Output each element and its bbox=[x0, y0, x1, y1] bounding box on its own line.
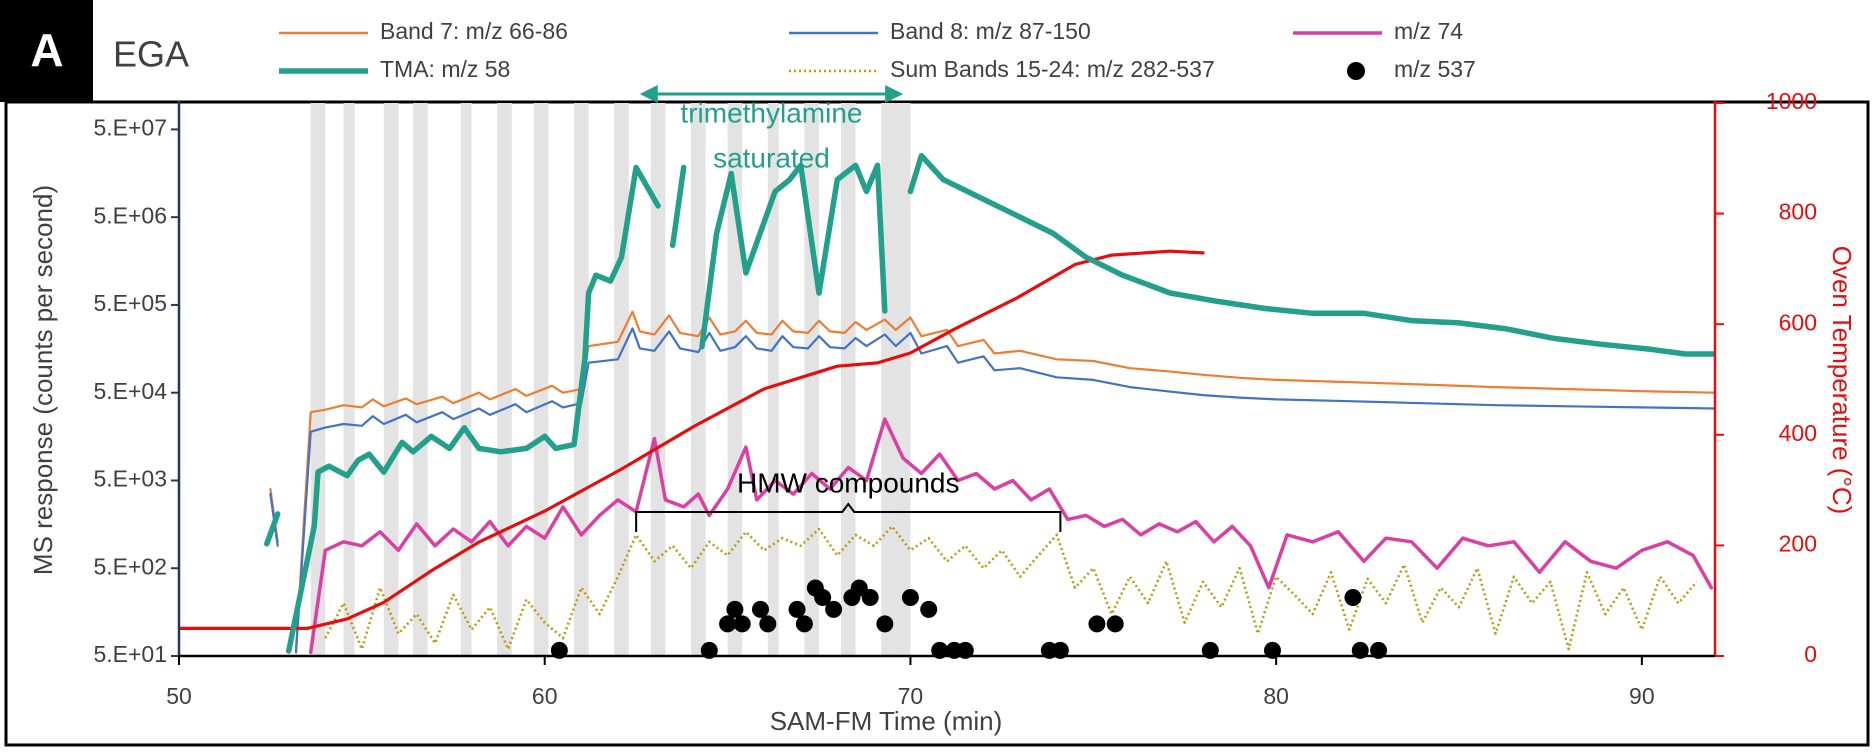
annotation-bracket bbox=[635, 502, 1062, 532]
annotation-text: HMW compounds bbox=[737, 467, 960, 498]
scatter-point bbox=[920, 600, 938, 618]
shaded-region bbox=[343, 103, 355, 656]
scatter-point bbox=[814, 589, 832, 607]
y2-axis-label: Oven Temperature (°C) bbox=[1827, 246, 1857, 515]
scatter-point bbox=[825, 600, 843, 618]
legend-label: Band 8: m/z 87-150 bbox=[890, 18, 1091, 44]
shaded-region bbox=[497, 103, 512, 656]
y-tick-label: 5.E+07 bbox=[93, 114, 167, 140]
series-line bbox=[269, 327, 1715, 654]
scatter-point bbox=[788, 600, 806, 618]
y-tick-label: 5.E+03 bbox=[93, 466, 167, 492]
scatter-point bbox=[719, 615, 737, 633]
panel-label-box bbox=[0, 0, 93, 102]
x-tick-label: 80 bbox=[1263, 683, 1289, 709]
shaded-region bbox=[804, 103, 819, 656]
arrow-head bbox=[639, 85, 658, 103]
series-line bbox=[269, 310, 1715, 651]
scatter-point bbox=[733, 615, 751, 633]
legend-marker bbox=[1347, 62, 1365, 80]
scatter-point bbox=[1344, 589, 1362, 607]
panel-frame bbox=[4, 100, 1870, 747]
legend-label: m/z 537 bbox=[1394, 56, 1476, 82]
arrow-head bbox=[885, 85, 904, 103]
scatter-point bbox=[759, 615, 777, 633]
scatter-point bbox=[700, 641, 718, 659]
scatter-point bbox=[901, 589, 919, 607]
shaded-region bbox=[881, 103, 896, 656]
shaded-region bbox=[460, 103, 472, 656]
shaded-region bbox=[840, 103, 856, 656]
shaded-region bbox=[650, 103, 666, 656]
x-tick-label: 60 bbox=[532, 683, 558, 709]
scatter-point bbox=[795, 615, 813, 633]
scatter-point bbox=[956, 641, 974, 659]
annotation-text: trimethylamine bbox=[680, 97, 862, 128]
chart-title: EGA bbox=[113, 34, 189, 75]
y-tick-label: 5.E+02 bbox=[93, 553, 167, 579]
shaded-region bbox=[691, 103, 706, 656]
scatter-point bbox=[1051, 641, 1069, 659]
y2-tick-label: 600 bbox=[1779, 309, 1817, 335]
annotation-text: saturated bbox=[713, 142, 830, 173]
x-tick-label: 50 bbox=[166, 683, 192, 709]
x-axis-label: SAM-FM Time (min) bbox=[770, 706, 1003, 736]
shaded-region bbox=[895, 103, 911, 656]
scatter-point bbox=[931, 641, 949, 659]
y2-tick-label: 800 bbox=[1779, 199, 1817, 225]
scatter-point bbox=[1351, 641, 1369, 659]
y-tick-label: 5.E+06 bbox=[93, 202, 167, 228]
y2-tick-label: 200 bbox=[1779, 530, 1817, 556]
plot-area bbox=[179, 103, 1715, 659]
y2-tick-label: 1000 bbox=[1766, 88, 1817, 114]
shaded-region bbox=[767, 103, 779, 656]
scatter-point bbox=[1263, 641, 1281, 659]
shaded-region bbox=[383, 103, 399, 656]
scatter-point bbox=[1106, 615, 1124, 633]
legend-label: m/z 74 bbox=[1394, 18, 1463, 44]
y2-tick-label: 400 bbox=[1779, 420, 1817, 446]
y-tick-label: 5.E+05 bbox=[93, 290, 167, 316]
scatter-point bbox=[1201, 641, 1219, 659]
x-tick-label: 70 bbox=[898, 683, 924, 709]
scatter-point bbox=[1088, 615, 1106, 633]
scatter-point bbox=[861, 589, 879, 607]
legend-label: Band 7: m/z 66-86 bbox=[380, 18, 568, 44]
scatter-point bbox=[1370, 641, 1388, 659]
legend-label: TMA: m/z 58 bbox=[380, 56, 510, 82]
scatter-point bbox=[550, 641, 568, 659]
y2-tick-label: 0 bbox=[1804, 641, 1817, 667]
shaded-region bbox=[533, 103, 549, 656]
scatter-point bbox=[876, 615, 894, 633]
scatter-point bbox=[726, 600, 744, 618]
y-tick-label: 5.E+01 bbox=[93, 641, 167, 667]
y-axis-label: MS response (counts per second) bbox=[28, 185, 58, 575]
y-tick-label: 5.E+04 bbox=[93, 378, 167, 404]
shaded-region bbox=[413, 103, 428, 656]
legend-label: Sum Bands 15-24: m/z 282-537 bbox=[890, 56, 1215, 82]
scatter-point bbox=[850, 579, 868, 597]
x-tick-label: 90 bbox=[1629, 683, 1655, 709]
series-line bbox=[308, 417, 1714, 655]
series-line bbox=[179, 249, 1205, 630]
panel-label: A bbox=[30, 24, 63, 76]
series-line bbox=[264, 152, 1715, 654]
scatter-point bbox=[751, 600, 769, 618]
shaded-region bbox=[614, 103, 629, 656]
